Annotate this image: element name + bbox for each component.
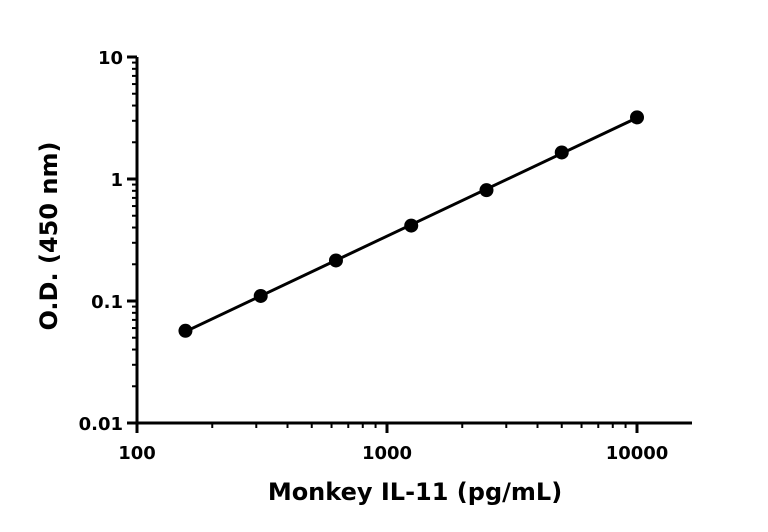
y-tick-label: 10 [98,48,123,69]
axes: 0.01 0.1 1 10 100 1000 10000 [79,48,692,464]
data-point [479,183,494,198]
data-point [630,110,644,125]
y-axis-title: O.D. (450 nm) [35,142,63,331]
y-tick-label: 0.1 [91,292,123,313]
y-tick-label: 1 [110,170,123,191]
x-tick-label: 10000 [606,443,669,464]
data-point [253,288,268,303]
data-point [554,145,569,160]
data-point [404,218,419,233]
data-point [328,253,343,268]
plot-area [178,110,644,338]
x-axis-title: Monkey IL-11 (pg/mL) [268,478,562,506]
y-tick-label: 0.01 [79,414,123,435]
x-tick-label: 1000 [362,443,412,464]
x-tick-label: 100 [118,443,156,464]
data-point [178,323,193,338]
